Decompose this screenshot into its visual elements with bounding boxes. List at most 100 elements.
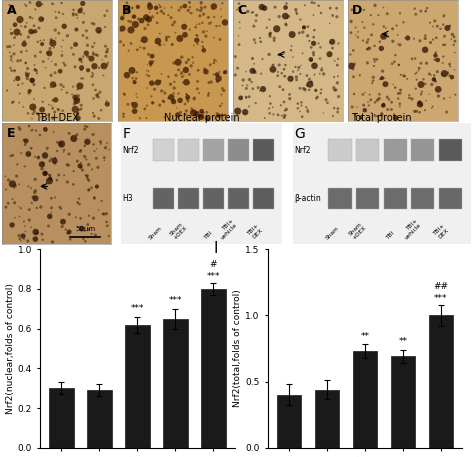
Point	[26, 87, 34, 95]
Point	[156, 78, 164, 85]
Point	[59, 11, 67, 18]
Point	[203, 109, 211, 116]
Point	[100, 157, 108, 164]
Point	[308, 0, 316, 6]
Point	[304, 106, 311, 113]
Point	[329, 112, 337, 120]
Point	[274, 72, 282, 80]
Point	[210, 13, 218, 21]
Point	[59, 218, 67, 225]
Point	[90, 51, 97, 58]
Point	[158, 7, 165, 15]
Point	[22, 69, 30, 77]
Point	[204, 92, 212, 99]
Point	[175, 90, 182, 97]
Point	[97, 140, 105, 148]
Point	[365, 102, 373, 109]
Bar	[411, 187, 434, 209]
Point	[448, 31, 456, 38]
Point	[400, 19, 407, 26]
Point	[427, 39, 434, 46]
Point	[375, 95, 383, 102]
Point	[330, 74, 338, 81]
Point	[280, 66, 288, 73]
Point	[29, 110, 37, 117]
Point	[38, 230, 46, 238]
Point	[89, 43, 96, 50]
Point	[243, 85, 250, 92]
Point	[417, 101, 425, 109]
Point	[388, 99, 395, 106]
Point	[204, 90, 212, 98]
Point	[161, 5, 168, 12]
Point	[47, 36, 55, 43]
Point	[266, 92, 273, 100]
Bar	[87, 390, 112, 448]
Point	[70, 10, 77, 17]
Point	[425, 90, 433, 98]
Point	[235, 32, 242, 39]
Text: TBI: TBI	[385, 231, 395, 241]
Point	[267, 30, 274, 37]
Point	[217, 5, 225, 13]
Point	[160, 10, 167, 17]
Point	[347, 18, 355, 25]
Point	[121, 91, 128, 98]
Point	[13, 172, 20, 180]
Point	[370, 62, 378, 69]
Point	[82, 27, 90, 34]
Point	[27, 185, 35, 192]
Point	[73, 14, 81, 21]
Point	[303, 81, 310, 89]
Point	[211, 57, 219, 64]
Point	[350, 90, 358, 98]
Point	[9, 152, 17, 159]
Point	[146, 9, 154, 16]
Point	[16, 90, 24, 97]
Point	[48, 102, 55, 109]
Point	[426, 70, 433, 78]
Point	[72, 214, 80, 221]
Bar	[253, 139, 274, 161]
Point	[235, 41, 243, 48]
Point	[27, 127, 35, 134]
Point	[434, 56, 441, 64]
Point	[37, 113, 45, 121]
Point	[352, 24, 359, 31]
Point	[182, 111, 189, 118]
Point	[207, 61, 214, 69]
Point	[274, 51, 282, 58]
Point	[10, 184, 18, 191]
Point	[200, 28, 207, 36]
Point	[27, 223, 35, 231]
Point	[182, 64, 190, 71]
Point	[82, 49, 90, 57]
Point	[70, 6, 77, 14]
Point	[76, 82, 84, 90]
Text: B: B	[122, 4, 131, 16]
Point	[200, 47, 208, 54]
Point	[82, 156, 90, 163]
Point	[13, 28, 21, 36]
Point	[333, 5, 340, 12]
Point	[2, 186, 10, 193]
Point	[52, 8, 59, 16]
Point	[273, 25, 281, 32]
Point	[441, 41, 449, 48]
Text: ##: ##	[433, 282, 448, 291]
Point	[417, 59, 425, 67]
Point	[80, 10, 88, 17]
Point	[301, 86, 309, 93]
Point	[74, 92, 82, 100]
Point	[19, 232, 27, 239]
Point	[429, 103, 437, 110]
Point	[432, 49, 439, 56]
Point	[193, 110, 201, 117]
Point	[348, 103, 356, 111]
Point	[77, 159, 85, 166]
Point	[244, 82, 251, 89]
Point	[331, 86, 338, 94]
Point	[381, 100, 388, 107]
Point	[46, 172, 54, 179]
Point	[94, 164, 102, 171]
